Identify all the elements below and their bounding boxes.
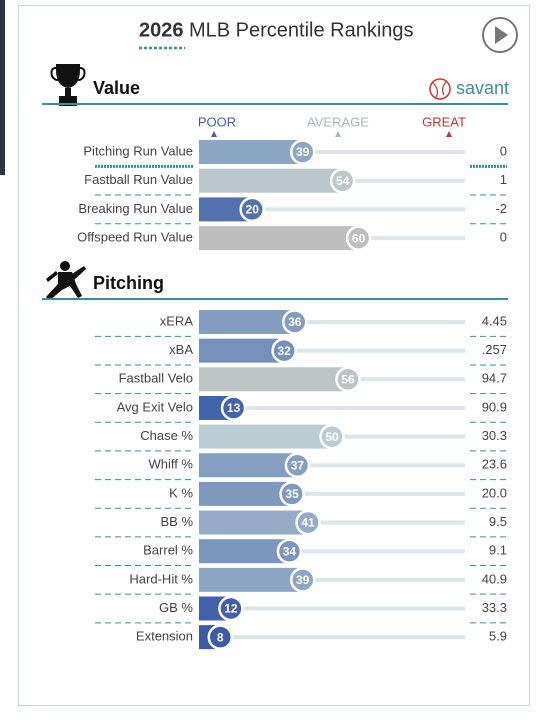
- percentile-label: 35: [285, 487, 299, 501]
- metric-label: Offspeed Run Value: [77, 230, 193, 245]
- great-marker: [446, 131, 452, 137]
- metric-value: 9.5: [489, 514, 507, 529]
- percentile-circle: [218, 595, 244, 622]
- metric-label: Fastball Velo: [119, 371, 193, 386]
- section-title: Value: [93, 78, 140, 98]
- metric-label: BB %: [160, 514, 193, 529]
- percentile-label: 54: [336, 174, 350, 188]
- percentile-label: 36: [288, 315, 302, 329]
- percentile-label: 56: [341, 372, 355, 386]
- metric-value: 20.0: [482, 485, 507, 500]
- title: MLB Percentile Rankings: [189, 19, 414, 41]
- percentile-bar: [199, 567, 303, 592]
- percentile-bar: [199, 338, 285, 363]
- percentile-label: 34: [283, 544, 297, 558]
- scale-average: AVERAGE: [307, 114, 369, 129]
- percentile-label: 32: [277, 344, 291, 358]
- savant-logo[interactable]: savant: [429, 78, 509, 100]
- scale-poor: POOR: [198, 114, 236, 129]
- metric-value: 0: [500, 143, 507, 158]
- metric-value: 1: [500, 172, 507, 187]
- percentile-bar: [199, 424, 332, 449]
- percentile-circle: [295, 509, 321, 536]
- metric-value: -2: [495, 201, 507, 216]
- percentile-circle: [335, 366, 361, 393]
- metric-label: Avg Exit Velo: [117, 399, 193, 414]
- percentile-circle: [220, 395, 247, 421]
- percentile-circle: [319, 423, 345, 450]
- metric-label: Chase %: [140, 428, 193, 443]
- metric-value: 94.7: [482, 371, 507, 386]
- percentile-circle: [207, 624, 234, 650]
- metric-value: 40.9: [482, 571, 507, 586]
- percentile-circle: [282, 309, 308, 335]
- percentile-label: 41: [301, 516, 315, 530]
- percentile-bar: [199, 539, 290, 564]
- metric-value: 23.6: [482, 457, 507, 472]
- percentile-bar: [199, 453, 298, 478]
- metric-value: 9.1: [489, 543, 507, 558]
- metric-label: K %: [169, 485, 193, 500]
- percentile-label: 60: [352, 231, 366, 245]
- play-button[interactable]: [482, 17, 518, 53]
- percentile-bar: [199, 367, 348, 392]
- metric-value: 0: [500, 230, 507, 245]
- scale-great: GREAT: [422, 114, 466, 129]
- section-title: Pitching: [93, 273, 164, 293]
- percentile-circle: [271, 337, 297, 364]
- metric-value: 33.3: [482, 600, 507, 615]
- percentile-circle: [276, 538, 303, 564]
- percentile-label: 39: [296, 573, 310, 587]
- metric-label: Extension: [136, 629, 193, 644]
- percentile-bar: [199, 226, 359, 251]
- trophy-icon: [50, 64, 86, 106]
- metric-label: Whiff %: [148, 457, 193, 472]
- percentile-circle: [329, 167, 356, 194]
- metric-label: Hard-Hit %: [129, 571, 193, 586]
- metric-label: xERA: [160, 313, 194, 328]
- metric-label: Fastball Run Value: [84, 172, 193, 187]
- metric-value: 90.9: [482, 399, 507, 414]
- play-icon[interactable]: [495, 26, 508, 44]
- metric-value: 5.9: [489, 629, 507, 644]
- percentile-label: 12: [224, 602, 238, 616]
- percentile-bar: [199, 140, 303, 164]
- year: 2026: [139, 19, 184, 41]
- average-marker: [335, 131, 341, 137]
- side-strip: [0, 0, 5, 175]
- percentile-circle: [279, 481, 305, 507]
- percentile-bar: [199, 310, 295, 334]
- metric-value: 4.45: [482, 313, 507, 328]
- metric-value: 30.3: [482, 428, 507, 443]
- percentile-circle: [284, 452, 311, 478]
- metric-label: xBA: [169, 342, 193, 357]
- percentile-bar: [199, 481, 293, 506]
- percentile-bar: [199, 168, 343, 193]
- pitcher-icon: [46, 261, 86, 300]
- metric-value: .257: [482, 342, 507, 357]
- percentile-label: 13: [227, 401, 241, 415]
- percentile-label: 20: [246, 203, 260, 217]
- percentile-label: 37: [291, 458, 305, 472]
- percentile-circle: [289, 567, 316, 593]
- poor-marker: [211, 131, 217, 137]
- metric-label: Breaking Run Value: [78, 201, 193, 216]
- metric-label: Barrel %: [143, 543, 193, 558]
- percentile-circle: [239, 196, 265, 223]
- metric-label: Pitching Run Value: [83, 143, 193, 158]
- percentile-circle: [289, 139, 316, 165]
- percentile-circle: [345, 225, 372, 251]
- percentile-label: 8: [217, 630, 224, 644]
- percentile-label: 50: [325, 430, 339, 444]
- percentile-bar: [199, 510, 309, 535]
- metric-label: GB %: [159, 600, 193, 615]
- percentile-label: 39: [296, 145, 310, 159]
- brand[interactable]: savant: [456, 78, 509, 98]
